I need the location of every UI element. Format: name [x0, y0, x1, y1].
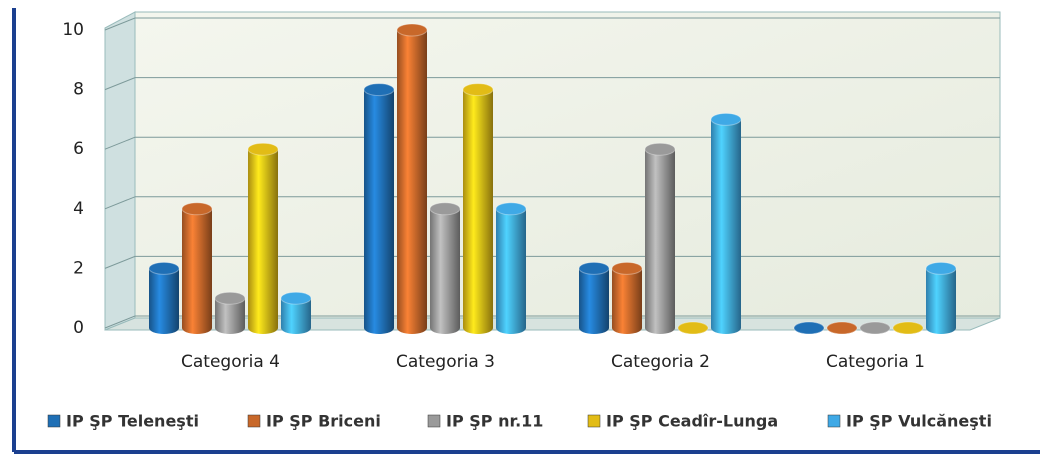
bar	[892, 321, 924, 335]
legend-label: IP ŞP Teleneşti	[66, 412, 199, 431]
bar-top	[611, 261, 643, 275]
bar-top	[578, 261, 610, 275]
bar	[462, 83, 494, 334]
bar-base	[926, 322, 956, 334]
y-tick-label: 2	[73, 258, 84, 278]
bar-body	[182, 208, 212, 328]
bar	[396, 23, 428, 334]
x-tick-label: Categoria 2	[611, 352, 710, 372]
bar-top	[495, 202, 527, 216]
y-tick-label: 4	[73, 199, 84, 219]
bar	[247, 142, 279, 334]
y-tick-label: 8	[73, 80, 84, 100]
bar-body	[711, 119, 741, 329]
bar	[429, 202, 461, 334]
bar-top	[247, 142, 279, 156]
bar	[578, 261, 610, 334]
bar-top	[181, 202, 213, 216]
grid-line	[104, 136, 136, 150]
bar-body	[248, 149, 278, 328]
y-tick-label: 6	[73, 139, 84, 159]
bar	[181, 202, 213, 334]
bar-top	[396, 23, 428, 37]
bar	[710, 112, 742, 334]
bar-top	[793, 321, 825, 335]
legend-label: IP ŞP Briceni	[266, 412, 381, 431]
bar-base	[645, 322, 675, 334]
bar-body	[612, 268, 642, 328]
bar-top	[462, 83, 494, 97]
x-tick-label: Categoria 4	[181, 352, 280, 372]
bar	[925, 261, 957, 334]
bar	[148, 261, 180, 334]
bar-body	[579, 268, 609, 328]
grid-line	[104, 255, 136, 269]
bar-top	[363, 83, 395, 97]
grid-line	[104, 315, 136, 329]
bar-top	[214, 291, 246, 305]
bar	[280, 291, 312, 334]
legend-swatch	[47, 414, 61, 428]
bar-top	[280, 291, 312, 305]
bar-body	[645, 149, 675, 328]
back-wall	[134, 11, 1001, 319]
bar-body	[149, 268, 179, 328]
y-tick-label: 0	[73, 318, 84, 338]
x-tick-label: Categoria 1	[826, 352, 925, 372]
bar-top	[826, 321, 858, 335]
bar-base	[364, 322, 394, 334]
bars	[148, 23, 957, 335]
bar-base	[430, 322, 460, 334]
bar-body	[397, 30, 427, 328]
bar-base	[612, 322, 642, 334]
bar-top	[644, 142, 676, 156]
legend-swatch	[827, 414, 841, 428]
bar-base	[463, 322, 493, 334]
bar-top	[859, 321, 891, 335]
bar-body	[496, 208, 526, 328]
bar-top	[148, 261, 180, 275]
bar-body	[926, 268, 956, 328]
bar	[495, 202, 527, 334]
bar-body	[430, 208, 460, 328]
legend-swatch	[247, 414, 261, 428]
y-tick-label: 10	[62, 20, 84, 40]
bar	[677, 321, 709, 335]
bar-base	[711, 322, 741, 334]
grid-line	[104, 77, 136, 91]
bar	[826, 321, 858, 335]
bar	[644, 142, 676, 334]
bar-top	[710, 112, 742, 126]
bar	[859, 321, 891, 335]
bar-base	[215, 322, 245, 334]
bar-base	[496, 322, 526, 334]
x-tick-label: Categoria 3	[396, 352, 495, 372]
bar-base	[182, 322, 212, 334]
legend-label: IP ŞP Ceadîr-Lunga	[606, 412, 778, 431]
bar-base	[248, 322, 278, 334]
bar-top	[429, 202, 461, 216]
bar-body	[463, 89, 493, 328]
legend-label: IP ŞP Vulcăneşti	[846, 412, 992, 431]
legend-swatch	[587, 414, 601, 428]
grid-line	[104, 17, 136, 31]
legend-label: IP ŞP nr.11	[446, 412, 543, 431]
bar-base	[397, 322, 427, 334]
bar	[611, 261, 643, 334]
bar-body	[364, 89, 394, 328]
grid	[104, 17, 1000, 329]
bar	[214, 291, 246, 334]
bar-top	[892, 321, 924, 335]
bar	[793, 321, 825, 335]
bar-base	[149, 322, 179, 334]
legend-swatch	[427, 414, 441, 428]
bar-top	[677, 321, 709, 335]
bar-top	[925, 261, 957, 275]
bar-base	[281, 322, 311, 334]
grid-line	[104, 196, 136, 210]
bar-base	[579, 322, 609, 334]
side-wall	[104, 11, 136, 331]
bar	[363, 83, 395, 334]
